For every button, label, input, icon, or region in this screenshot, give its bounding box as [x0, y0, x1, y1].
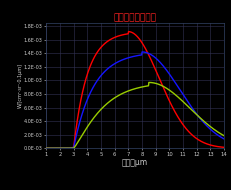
X-axis label: 波長；μm: 波長；μm: [122, 158, 148, 167]
Y-axis label: W/[cm²·sr¹·0.1μm]: W/[cm²·sr¹·0.1μm]: [18, 63, 22, 108]
Legend: aiSave, 理想曲線, 放射曲線: aiSave, 理想曲線, 放射曲線: [93, 189, 177, 190]
Title: 赤外分光放射輝度: 赤外分光放射輝度: [114, 13, 157, 22]
